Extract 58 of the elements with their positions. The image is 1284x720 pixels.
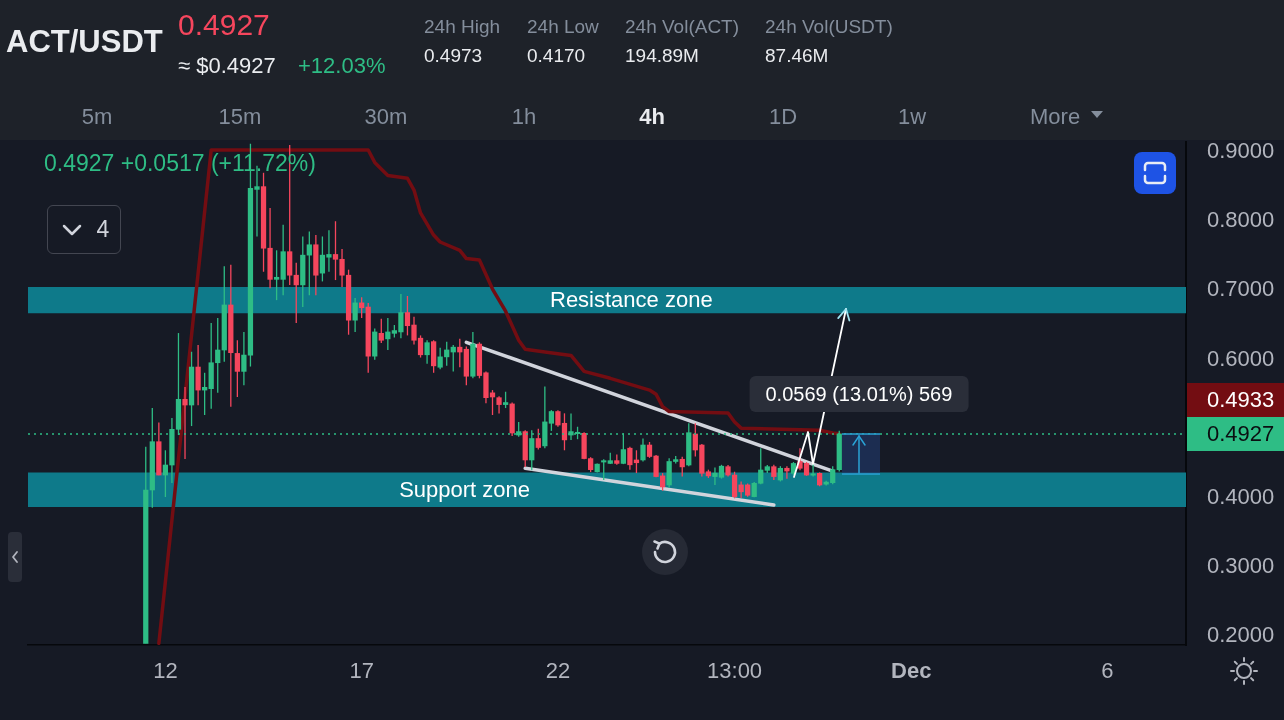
y-tick-label: 0.2000 (1207, 622, 1275, 648)
x-tick-label: Dec (891, 658, 932, 684)
y-tick-label: 0.9000 (1207, 138, 1275, 164)
candlestick (306, 230, 312, 296)
y-tick-label: 0.7000 (1207, 276, 1275, 302)
text: +12.03% (298, 52, 386, 80)
candlestick (810, 462, 816, 478)
candlestick (378, 318, 384, 344)
annotation: 0.0569 (13.01%) 569 (749, 375, 969, 412)
y-tick-label: 0.8000 (1207, 207, 1275, 233)
text: 0.4933 (1207, 386, 1275, 412)
candlestick (784, 465, 790, 480)
x-tick-label: 12 (153, 658, 178, 684)
y-tick-label: 0.3000 (1207, 553, 1275, 579)
candlestick (437, 347, 443, 370)
candlestick (640, 437, 646, 463)
text: 24h Vol(ACT) (625, 15, 740, 39)
candlestick (293, 262, 299, 324)
candlestick (273, 249, 280, 301)
candlestick (424, 339, 430, 365)
band-label: Support zone (399, 476, 530, 502)
text: 0.4170 (527, 44, 586, 68)
text: 0.4973 (424, 44, 483, 68)
text: 1w (897, 103, 927, 131)
annotation: 4 (96, 216, 110, 244)
y-tick-label: 0.4000 (1207, 484, 1275, 510)
text: 24h High (424, 15, 501, 39)
ref-line-label: 0.4927 (1207, 420, 1275, 446)
x-tick-label: 13:00 (707, 658, 763, 684)
candlestick (601, 458, 607, 481)
text: More (1030, 103, 1081, 131)
candlestick (352, 297, 358, 333)
chart-subtitle: 0.4927 (178, 7, 270, 43)
text: 24h Vol(USDT) (765, 15, 893, 39)
chart-title: ACT/USDT (6, 23, 163, 61)
candlestick (234, 339, 240, 398)
text: 87.46M (765, 44, 829, 68)
x-tick-label: 17 (349, 658, 374, 684)
text: 194.89M (625, 44, 699, 68)
text: 1D (768, 103, 798, 131)
y-tick-label: 0.6000 (1207, 345, 1275, 371)
text: ≈ $0.4927 (178, 52, 276, 80)
text: 15m (218, 103, 262, 131)
candlestick (679, 456, 685, 478)
band-label: Resistance zone (549, 287, 713, 313)
text: 30m (364, 103, 408, 131)
candlestick (182, 386, 188, 460)
text: 4h (639, 103, 665, 131)
text: 5m (81, 103, 113, 131)
candlestick (241, 331, 247, 386)
candlestick (548, 409, 555, 432)
candlestick (195, 344, 201, 406)
text: 24h Low (527, 15, 599, 39)
candlestick (496, 395, 502, 415)
x-tick-label: 6 (1101, 658, 1114, 684)
candlestick (535, 428, 541, 451)
x-tick-label: 22 (545, 658, 571, 684)
text: 1h (511, 103, 537, 131)
